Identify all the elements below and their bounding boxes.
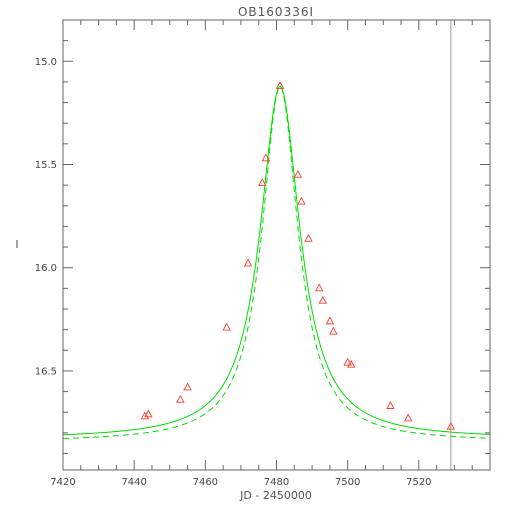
x-tick-label: 7460 [193,477,218,488]
x-axis-label: JD - 2450000 [239,489,312,502]
x-tick-label: 7500 [335,477,360,488]
data-point [275,81,285,90]
data-point [297,196,306,205]
model-curve-solid [62,85,491,436]
data-point [243,258,253,267]
x-tick-label: 7480 [264,477,289,488]
data-point [318,295,328,304]
data-point [386,401,395,409]
data-point [314,283,324,292]
y-axis-label: I [15,238,18,251]
data-point [293,169,303,178]
data-point [183,382,192,391]
data-point [140,411,150,420]
y-tick-label: 16.5 [35,366,57,377]
x-tick-label: 7420 [50,477,75,488]
chart-title: OB160336I [238,5,314,19]
data-point [261,153,271,162]
x-tick-label: 7520 [406,477,431,488]
data-point [346,359,356,368]
data-point [403,413,413,422]
data-point [329,326,338,335]
y-tick-label: 15.5 [35,160,57,171]
plot-layer [62,20,491,470]
data-point [446,421,456,430]
data-point [343,357,352,366]
y-tick-label: 16.0 [35,263,57,274]
data-point [176,394,185,403]
data-point [222,322,231,331]
y-tick-label: 15.0 [35,57,57,68]
data-point [258,178,267,187]
data-point [144,409,153,418]
x-tick-label: 7440 [121,477,146,488]
data-point [304,233,313,242]
plot-frame [62,19,491,471]
model-curve-dashed [62,85,491,439]
data-point [325,316,335,325]
